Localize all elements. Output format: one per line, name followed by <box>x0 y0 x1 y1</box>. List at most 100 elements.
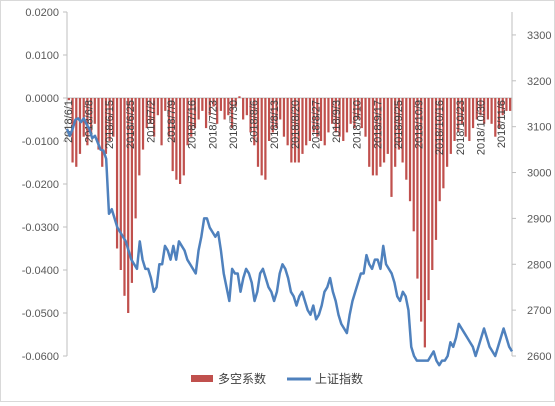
left-tick-label: 0.0100 <box>25 50 59 62</box>
bar-mark <box>286 98 289 146</box>
bar-mark <box>138 98 141 176</box>
category-label: 2018/8/20 <box>290 100 302 149</box>
bar-mark <box>264 98 267 180</box>
bar-mark <box>290 98 293 163</box>
bar-mark <box>271 98 274 133</box>
bar-mark <box>375 98 378 176</box>
category-label: 2018/10/16 <box>434 100 446 155</box>
bar-mark <box>338 98 341 137</box>
bar-mark <box>134 98 137 219</box>
bar-mark <box>501 98 504 116</box>
left-tick-label: -0.0200 <box>22 179 59 191</box>
bar-mark <box>423 98 426 348</box>
category-label: 2018/7/9 <box>166 100 178 143</box>
category-label: 2018/8/13 <box>269 100 281 149</box>
bar-mark <box>182 98 185 176</box>
bar-mark <box>427 98 430 301</box>
left-tick-label: -0.0500 <box>22 308 59 320</box>
bar-mark <box>227 98 230 116</box>
bar-mark <box>460 98 464 124</box>
category-label: 2018/9/10 <box>352 100 364 149</box>
category-label: 2018/10/23 <box>455 100 467 155</box>
bar-mark <box>193 98 197 129</box>
bar-mark <box>308 98 312 141</box>
bar-mark <box>115 98 119 249</box>
bar-mark <box>475 98 478 120</box>
bar-mark <box>386 98 389 154</box>
bar-mark <box>108 98 111 141</box>
bar-mark <box>201 98 204 111</box>
category-label: 2018/6/25 <box>125 100 137 149</box>
bar-mark <box>486 98 490 120</box>
bar-mark <box>349 98 352 124</box>
bar-mark <box>223 98 226 120</box>
bar-mark <box>397 98 401 150</box>
bar-mark <box>431 98 434 270</box>
bar-mark <box>123 98 126 296</box>
bar-mark <box>371 98 375 176</box>
right-tick-label: 3200 <box>527 76 551 88</box>
bar-mark <box>275 98 278 129</box>
bar-mark <box>130 98 134 283</box>
right-tick-label: 3100 <box>527 122 551 134</box>
bar-mark <box>379 98 382 167</box>
bar-mark <box>319 98 323 141</box>
bar-mark <box>197 98 200 120</box>
bar-mark <box>438 98 441 202</box>
bar-mark <box>219 98 223 111</box>
bar-mark <box>401 98 404 163</box>
category-label: 2018/9/17 <box>372 100 384 149</box>
bar-mark <box>449 98 452 154</box>
bar-mark <box>312 98 315 133</box>
bar-mark <box>212 98 215 107</box>
right-tick-label: 2600 <box>527 351 551 363</box>
bar-mark <box>316 98 319 137</box>
bar-mark <box>360 98 363 129</box>
category-label: 2018/8/6 <box>249 100 261 143</box>
bar-mark <box>190 98 193 137</box>
bar-mark <box>483 98 486 124</box>
bar-mark <box>434 98 438 240</box>
bar-mark <box>334 98 337 133</box>
bar-mark <box>282 98 286 137</box>
bar-mark <box>156 98 159 116</box>
category-label: 2018/7/30 <box>228 100 240 149</box>
bar-mark <box>382 98 386 163</box>
category-label: 2018/7/2 <box>146 100 158 143</box>
bar-mark <box>471 98 475 129</box>
bar-mark <box>160 98 163 146</box>
bar-mark <box>457 98 460 133</box>
category-label: 2018/9/25 <box>393 100 405 149</box>
bar-mark <box>167 98 171 137</box>
category-label: 2018/6/15 <box>104 100 116 149</box>
bar-mark <box>509 98 512 111</box>
category-label: 2018/7/16 <box>187 100 199 149</box>
left-tick-label: -0.0300 <box>22 222 59 234</box>
bar-mark <box>368 98 371 167</box>
bar-mark <box>279 98 282 120</box>
bar-mark <box>75 98 78 167</box>
bar-mark <box>364 98 367 137</box>
bar-mark <box>145 98 148 129</box>
bar-mark <box>490 98 493 124</box>
bar-mark <box>86 98 89 146</box>
bar-mark <box>78 98 82 154</box>
bar-mark <box>345 98 349 133</box>
bar-mark <box>178 98 182 184</box>
left-tick-label: 0.0200 <box>25 7 59 19</box>
category-label: 2018/10/30 <box>475 100 487 155</box>
bar-mark <box>127 98 130 313</box>
legend-label-bar: 多空系数 <box>218 371 266 386</box>
bar-mark <box>453 98 456 141</box>
bar-mark <box>186 98 189 146</box>
bar-mark <box>104 98 108 154</box>
category-label: 2018/10/9 <box>414 100 426 149</box>
bar-mark <box>416 98 419 279</box>
bar-mark <box>297 98 300 163</box>
bar-mark <box>442 98 445 189</box>
bar-mark <box>267 98 271 141</box>
bar-mark <box>468 98 471 141</box>
bar-mark <box>119 98 122 270</box>
bar-mark <box>93 98 96 124</box>
category-label: 2018/7/23 <box>207 100 219 149</box>
